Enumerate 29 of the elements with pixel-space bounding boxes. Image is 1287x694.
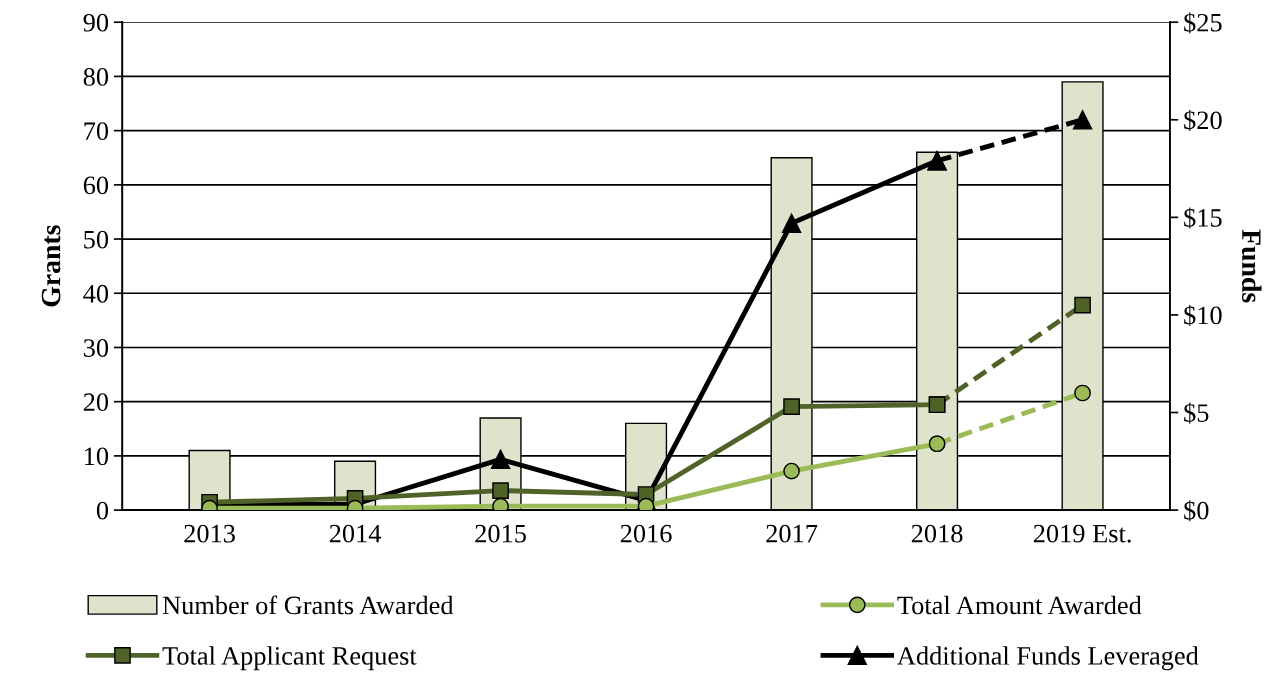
y2-tick-label: $10 (1184, 304, 1222, 327)
y-tick-label: 60 (83, 176, 109, 195)
legend-label: Total Amount Awarded (897, 595, 1142, 615)
x-tick-label: 2014 (329, 524, 382, 543)
y-tick-label: 30 (83, 339, 109, 357)
y-tick-label: 70 (84, 122, 109, 141)
y-tick-label: 10 (85, 447, 109, 466)
x-tick-label: 2015 (475, 524, 526, 543)
y-tick-label: 0 (96, 501, 109, 520)
y-axis-title: Grants (41, 225, 61, 307)
x-tick-label: 2018 (911, 524, 963, 543)
x-tick-label: 2016 (620, 524, 672, 543)
y2-tick-label: $25 (1184, 12, 1222, 34)
y-tick-label: 50 (84, 230, 109, 249)
x-tick-label: 2013 (184, 524, 235, 543)
legend-label: Number of Grants Awarded (162, 595, 454, 615)
y2-tick-label: $5 (1184, 402, 1209, 424)
y2-axis-title: Funds (1241, 229, 1262, 303)
y-tick-label: 20 (83, 393, 109, 412)
y-tick-label: 80 (83, 68, 109, 86)
y2-tick-label: $15 (1184, 207, 1222, 229)
y2-tick-label: $20 (1184, 109, 1222, 131)
legend-label: Total Applicant Request (162, 646, 417, 671)
y-tick-label: 40 (83, 284, 109, 303)
x-tick-label: 2019 Est. (1033, 524, 1131, 543)
y-tick-label: 90 (83, 13, 109, 32)
legend-label: Additional Funds Leveraged (897, 646, 1199, 671)
y2-tick-label: $0 (1184, 500, 1209, 522)
x-tick-label: 2017 (766, 524, 818, 543)
